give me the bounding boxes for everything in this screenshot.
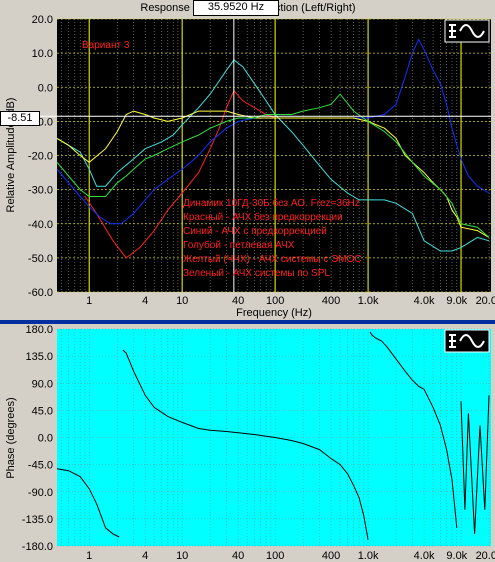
phase-xtick-label: 4	[142, 550, 148, 562]
phase-ylabel: Phase (degrees)	[5, 397, 17, 478]
mag-xtick-label: 4	[142, 295, 148, 307]
phase-xtick-label: 100	[266, 550, 284, 562]
phase-xtick-label: 1	[86, 550, 92, 562]
phase-xtick-label: 40	[232, 550, 244, 562]
phase-ytick-label: -45.0	[28, 460, 53, 472]
phase-ytick-label: -90.0	[28, 487, 53, 499]
mag-xtick-label: 20.0k	[476, 295, 495, 307]
phase-ytick-label: -135.0	[22, 514, 53, 526]
legend-annotation: Голубой - петлевая АЧХ	[183, 239, 295, 251]
sine-wave-logo-icon	[444, 329, 490, 353]
phase-ytick-label: 45.0	[32, 405, 53, 417]
phase-xtick-label: 10	[176, 550, 188, 562]
legend-annotation: Динамик 10ГД-30Б без АО. Frez=36Hz	[183, 197, 360, 209]
phase-chart: 180.0 135.0 90.0 45.0 0.0 -45.0 -90.0 -135.0 -18…	[0, 320, 495, 562]
logo-sine	[459, 334, 485, 348]
series-line-cyan	[56, 59, 490, 252]
mag-xtick-label: 40	[232, 295, 244, 307]
phase-series-line	[460, 395, 490, 534]
mag-ytick-label: -20.0	[28, 151, 53, 163]
mag-xtick-label: 1.0k	[358, 295, 379, 307]
mag-ytick-label: 10.0	[32, 48, 53, 60]
phase-ytick-label: 0.0	[38, 433, 53, 445]
mag-xtick-label: 400	[322, 295, 340, 307]
legend-annotation: Желтый (ЧЧХ) - АЧХ системы с ЭМОС	[183, 254, 362, 265]
phase-xtick-label: 1.0k	[358, 550, 379, 562]
legend-annotation: Синий - АЧХ с предкоррекцией	[183, 226, 327, 237]
legend-annotation: Зеленый - АЧХ системы по SPL	[183, 268, 330, 279]
panel-separator[interactable]	[0, 320, 495, 324]
phase-ytick-label: 135.0	[25, 351, 53, 363]
phase-xtick-label: 4.0k	[414, 550, 435, 562]
series-line-red	[84, 89, 276, 259]
phase-ytick-label: 180.0	[25, 324, 53, 336]
level-readout[interactable]: -8.51	[0, 111, 40, 126]
sine-wave-logo-icon	[444, 19, 490, 43]
phase-xtick-label: 20.0k	[476, 550, 495, 562]
phase-xtick-label: 9.0k	[446, 550, 467, 562]
magnitude-chart: Response Magnitude Correction (Left/Righ…	[5, 2, 495, 319]
logo-sine	[459, 24, 485, 38]
mag-ytick-label: -40.0	[28, 219, 53, 231]
mag-ylabel: Relative Amplitude (dB)	[5, 98, 17, 213]
mag-ytick-label: 0.0	[38, 82, 53, 94]
phase-series-line	[122, 349, 369, 541]
frequency-readout[interactable]: 35.9520 Hz	[193, 0, 279, 16]
phase-series-line	[56, 468, 120, 538]
mag-xtick-label: 1	[86, 295, 92, 307]
mag-ytick-label: -30.0	[28, 185, 53, 197]
mag-xlabel: Frequency (Hz)	[236, 307, 312, 319]
logo-glyph	[449, 334, 456, 348]
phase-ytick-label: 90.0	[32, 378, 53, 390]
logo-glyph	[449, 24, 456, 38]
phase-series-line	[369, 331, 458, 528]
phase-xtick-label: 400	[322, 550, 340, 562]
mag-xtick-label: 10	[176, 295, 188, 307]
mag-ytick-label: 20.0	[32, 14, 53, 26]
phase-ytick-label: -180.0	[22, 541, 53, 553]
mag-xtick-label: 4.0k	[414, 295, 435, 307]
mag-ytick-label: -60.0	[28, 287, 53, 299]
mag-xtick-label: 9.0k	[446, 295, 467, 307]
mag-xtick-label: 100	[266, 295, 284, 307]
legend-annotation: Красный - АЧХ без предкоррекции	[183, 211, 343, 223]
variant-label: Вариант 3	[82, 40, 130, 51]
mag-ytick-label: -50.0	[28, 253, 53, 265]
